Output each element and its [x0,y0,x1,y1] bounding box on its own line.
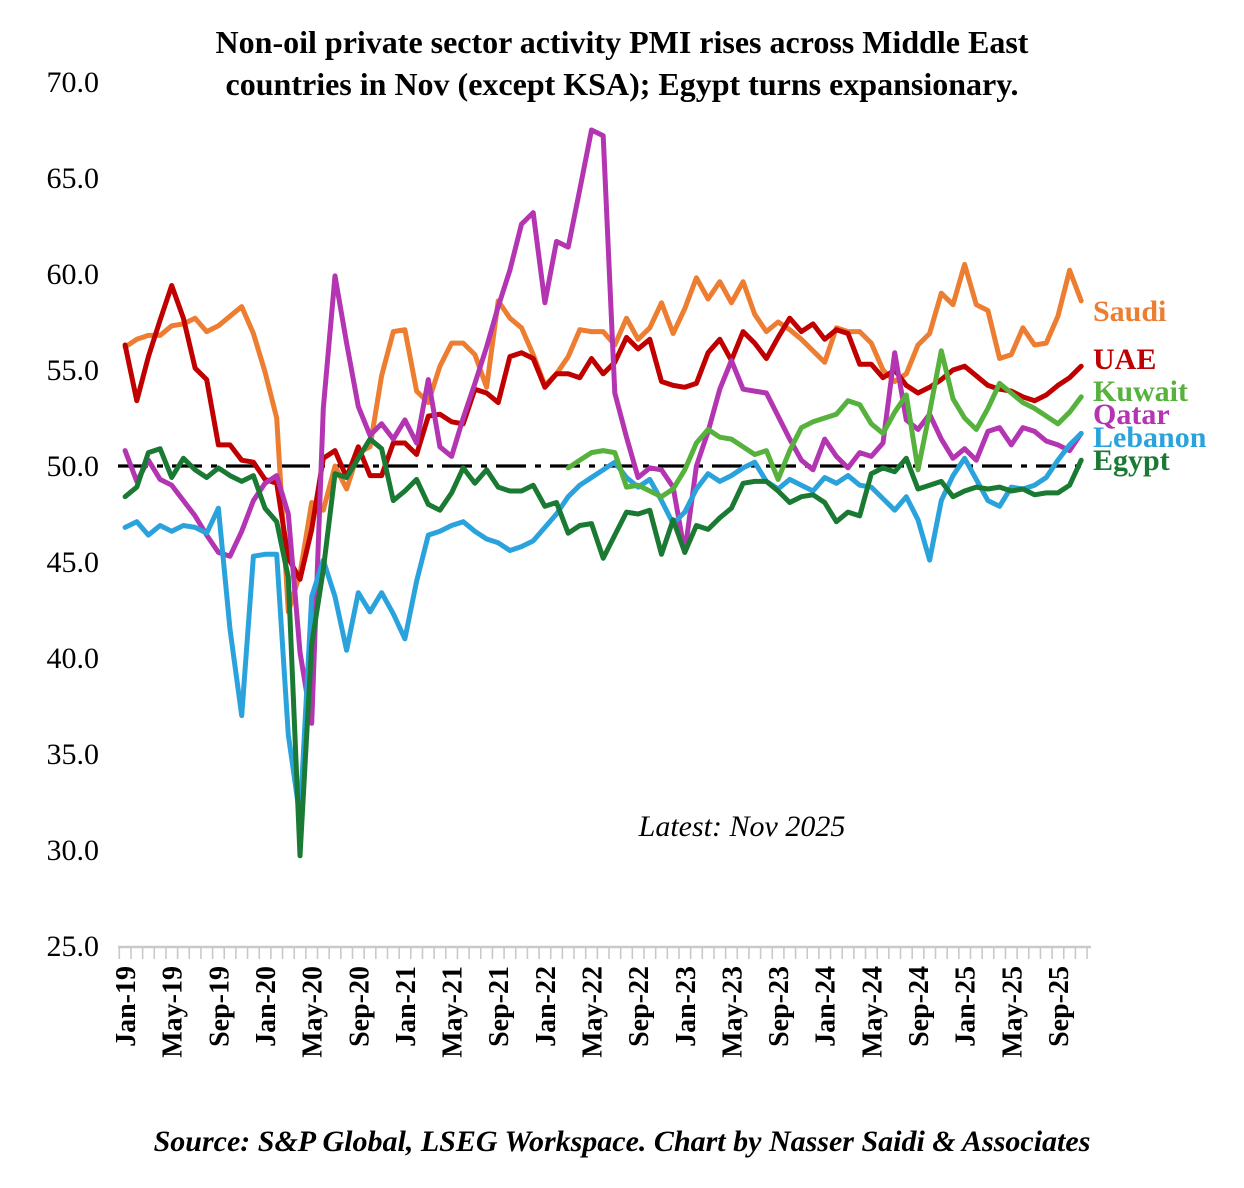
series-line-egypt [122,436,1084,859]
legend-label-qatar: Qatar [1093,398,1170,431]
y-axis-label: 25.0 [47,930,100,963]
x-axis-label: Sep-21 [484,966,515,1047]
y-axis-label: 30.0 [47,834,100,867]
axis-layer: 70.0 65.0 60.0 55.0 50.0 45.0 40.0 35.0 30.0 25.0… [47,66,1091,1058]
x-axis-label: Jan-20 [251,966,282,1047]
x-axis-label: Jan-22 [531,966,562,1047]
x-axis-label: May-20 [298,966,329,1058]
x-axis-label: Sep-23 [764,966,795,1047]
x-axis-label: May-25 [997,966,1028,1058]
y-axis-label: 55.0 [47,354,100,387]
y-axis-label: 40.0 [47,642,100,675]
series-line-lebanon [122,430,1084,820]
y-axis-label: 70.0 [47,66,100,99]
x-axis-label: Jan-21 [391,966,422,1047]
series-layer [122,127,1084,859]
x-axis-label: May-24 [857,966,888,1058]
latest-annotation: Latest: Nov 2025 [638,810,846,843]
x-axis-label: Jan-24 [811,966,842,1047]
source-credit: Source: S&P Global, LSEG Workspace. Char… [154,1125,1091,1158]
legend-label-kuwait: Kuwait [1093,375,1188,408]
y-axis-label: 60.0 [47,258,100,291]
chart-title-line2: countries in Nov (except KSA); Egypt tur… [226,66,1019,102]
x-axis-label: Jan-23 [671,966,702,1047]
legend-label-egypt: Egypt [1093,444,1170,477]
x-axis-label: May-19 [158,966,189,1058]
y-axis-label: 45.0 [47,546,100,579]
series-line-uae [122,283,1084,582]
chart-title-line1: Non-oil private sector activity PMI rise… [216,24,1029,60]
x-axis-label: Jan-25 [951,966,982,1047]
x-axis-label: Sep-19 [204,966,235,1047]
x-axis-label: Jan-19 [111,966,142,1047]
legend-label-saudi: Saudi [1093,295,1166,328]
legend-label-lebanon: Lebanon [1093,421,1207,454]
y-axis-label: 35.0 [47,738,100,771]
series-line-qatar [122,127,1084,726]
series-line-kuwait [565,348,1084,500]
x-axis-label: May-21 [438,966,469,1058]
y-axis-label: 65.0 [47,162,100,195]
x-axis-label: Sep-24 [904,966,935,1047]
x-axis-label: May-22 [578,966,609,1058]
x-axis-label: Sep-20 [344,966,375,1047]
x-axis-label: Sep-22 [624,966,655,1047]
x-axis-label: Sep-25 [1044,966,1075,1047]
legend-label-uae: UAE [1093,343,1156,376]
y-axis-label: 50.0 [47,450,100,483]
x-axis-label: May-23 [717,966,748,1058]
